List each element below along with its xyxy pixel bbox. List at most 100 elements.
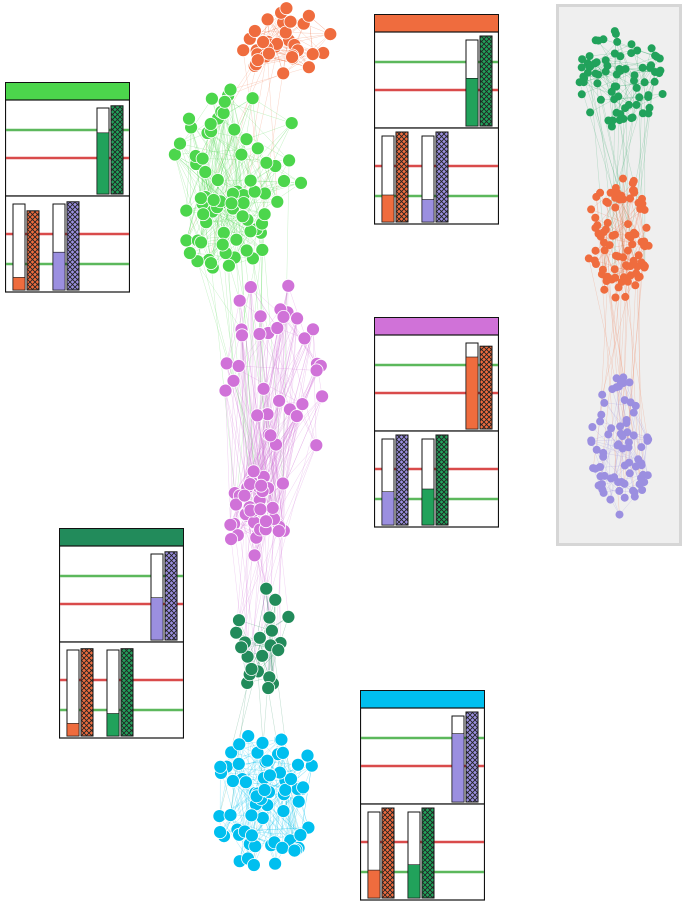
graph-node-green[interactable] xyxy=(194,235,209,250)
graph-node-green[interactable] xyxy=(182,246,197,260)
graph-node-purple[interactable] xyxy=(253,502,268,517)
overview-node-purple[interactable] xyxy=(635,480,644,489)
overview-node-orange[interactable] xyxy=(634,199,643,207)
node-link-graph[interactable] xyxy=(0,0,545,905)
graph-node-cyan[interactable] xyxy=(291,757,305,772)
graph-node-darkgreen[interactable] xyxy=(240,649,255,664)
graph-node-green[interactable] xyxy=(255,242,270,257)
overview-node-green[interactable] xyxy=(619,114,628,123)
graph-node-green[interactable] xyxy=(235,209,250,224)
graph-node-cyan[interactable] xyxy=(275,841,290,855)
graph-node-darkgreen[interactable] xyxy=(234,640,249,655)
overview-node-purple[interactable] xyxy=(608,385,617,394)
overview-node-purple[interactable] xyxy=(631,462,640,471)
graph-node-cyan[interactable] xyxy=(231,757,246,771)
glyph-card-orange[interactable] xyxy=(374,14,499,225)
overview-node-purple[interactable] xyxy=(629,408,638,417)
glyph-card-darkgreen[interactable] xyxy=(59,528,184,739)
graph-node-purple[interactable] xyxy=(231,359,246,373)
graph-node-orange[interactable] xyxy=(323,27,338,41)
overview-node-purple[interactable] xyxy=(634,455,643,464)
graph-node-purple[interactable] xyxy=(275,476,290,491)
graph-node-orange[interactable] xyxy=(301,60,316,75)
graph-node-green[interactable] xyxy=(215,237,230,252)
graph-node-cyan[interactable] xyxy=(291,794,306,809)
graph-node-orange[interactable] xyxy=(261,46,276,61)
overview-node-green[interactable] xyxy=(594,36,603,45)
graph-node-cyan[interactable] xyxy=(268,856,283,871)
graph-node-cyan[interactable] xyxy=(225,774,240,788)
overview-node-green[interactable] xyxy=(577,90,586,99)
overview-node-purple[interactable] xyxy=(620,461,629,470)
overview-node-purple[interactable] xyxy=(597,410,606,419)
graph-node-green[interactable] xyxy=(223,82,238,97)
overview-node-green[interactable] xyxy=(586,108,595,117)
overview-node-orange[interactable] xyxy=(610,265,619,274)
graph-node-purple[interactable] xyxy=(297,331,312,346)
graph-node-green[interactable] xyxy=(270,194,285,209)
overview-node-orange[interactable] xyxy=(624,220,632,229)
graph-node-orange[interactable] xyxy=(301,8,316,23)
overview-node-green[interactable] xyxy=(635,93,644,102)
overview-node-green[interactable] xyxy=(596,95,605,104)
overview-node-green[interactable] xyxy=(632,100,641,109)
overview-node-purple[interactable] xyxy=(615,510,624,519)
overview-node-orange[interactable] xyxy=(597,270,606,279)
overview-node-green[interactable] xyxy=(658,90,667,98)
overview-node-orange[interactable] xyxy=(606,188,615,197)
overview-node-orange[interactable] xyxy=(592,260,600,268)
overview-node-green[interactable] xyxy=(594,70,603,79)
graph-nodes[interactable] xyxy=(167,1,338,872)
graph-node-green[interactable] xyxy=(229,232,244,247)
overview-graph[interactable] xyxy=(559,7,679,543)
overview-node-green[interactable] xyxy=(627,114,636,123)
graph-node-purple[interactable] xyxy=(226,373,241,388)
graph-node-cyan[interactable] xyxy=(213,760,228,774)
overview-node-orange[interactable] xyxy=(614,283,623,292)
graph-node-green[interactable] xyxy=(204,91,219,106)
graph-node-purple[interactable] xyxy=(237,488,252,503)
overview-node-orange[interactable] xyxy=(602,277,611,285)
graph-node-green[interactable] xyxy=(250,141,265,156)
graph-node-cyan[interactable] xyxy=(276,804,291,818)
overview-node-green[interactable] xyxy=(612,108,621,117)
overview-node-green[interactable] xyxy=(655,69,664,78)
overview-node-purple[interactable] xyxy=(624,443,633,452)
overview-node-green[interactable] xyxy=(645,103,654,112)
overview-node-purple[interactable] xyxy=(588,423,597,431)
graph-node-green[interactable] xyxy=(173,136,187,151)
overview-node-purple[interactable] xyxy=(620,493,629,502)
graph-node-green[interactable] xyxy=(227,122,242,137)
graph-node-cyan[interactable] xyxy=(238,775,253,790)
graph-node-purple[interactable] xyxy=(259,514,273,529)
graph-node-purple[interactable] xyxy=(243,280,258,295)
glyph-card-purple[interactable] xyxy=(374,317,499,528)
graph-node-orange[interactable] xyxy=(285,50,300,64)
overview-node-purple[interactable] xyxy=(629,431,638,440)
graph-node-cyan[interactable] xyxy=(232,737,247,752)
overview-node-purple[interactable] xyxy=(615,486,624,495)
overview-node-green[interactable] xyxy=(610,95,619,104)
overview-node-green[interactable] xyxy=(646,63,655,72)
graph-node-green[interactable] xyxy=(217,94,232,109)
overview-node-purple[interactable] xyxy=(600,398,609,407)
overview-node-purple[interactable] xyxy=(589,464,598,473)
overview-node-purple[interactable] xyxy=(596,417,605,426)
overview-node-purple[interactable] xyxy=(625,469,634,478)
graph-node-purple[interactable] xyxy=(272,393,287,408)
overview-node-green[interactable] xyxy=(579,72,588,81)
overview-node-orange[interactable] xyxy=(623,277,632,286)
graph-node-purple[interactable] xyxy=(265,500,280,515)
overview-node-green[interactable] xyxy=(627,40,636,49)
graph-node-purple[interactable] xyxy=(219,356,234,371)
graph-node-green[interactable] xyxy=(257,207,272,222)
overview-node-purple[interactable] xyxy=(616,422,625,431)
overview-node-orange[interactable] xyxy=(626,233,635,242)
graph-node-cyan[interactable] xyxy=(241,729,256,743)
overview-node-orange[interactable] xyxy=(615,195,624,204)
graph-node-green[interactable] xyxy=(179,203,194,218)
graph-node-purple[interactable] xyxy=(276,309,291,324)
graph-node-green[interactable] xyxy=(239,132,254,147)
overview-node-green[interactable] xyxy=(651,51,660,60)
graph-node-purple[interactable] xyxy=(232,293,247,308)
